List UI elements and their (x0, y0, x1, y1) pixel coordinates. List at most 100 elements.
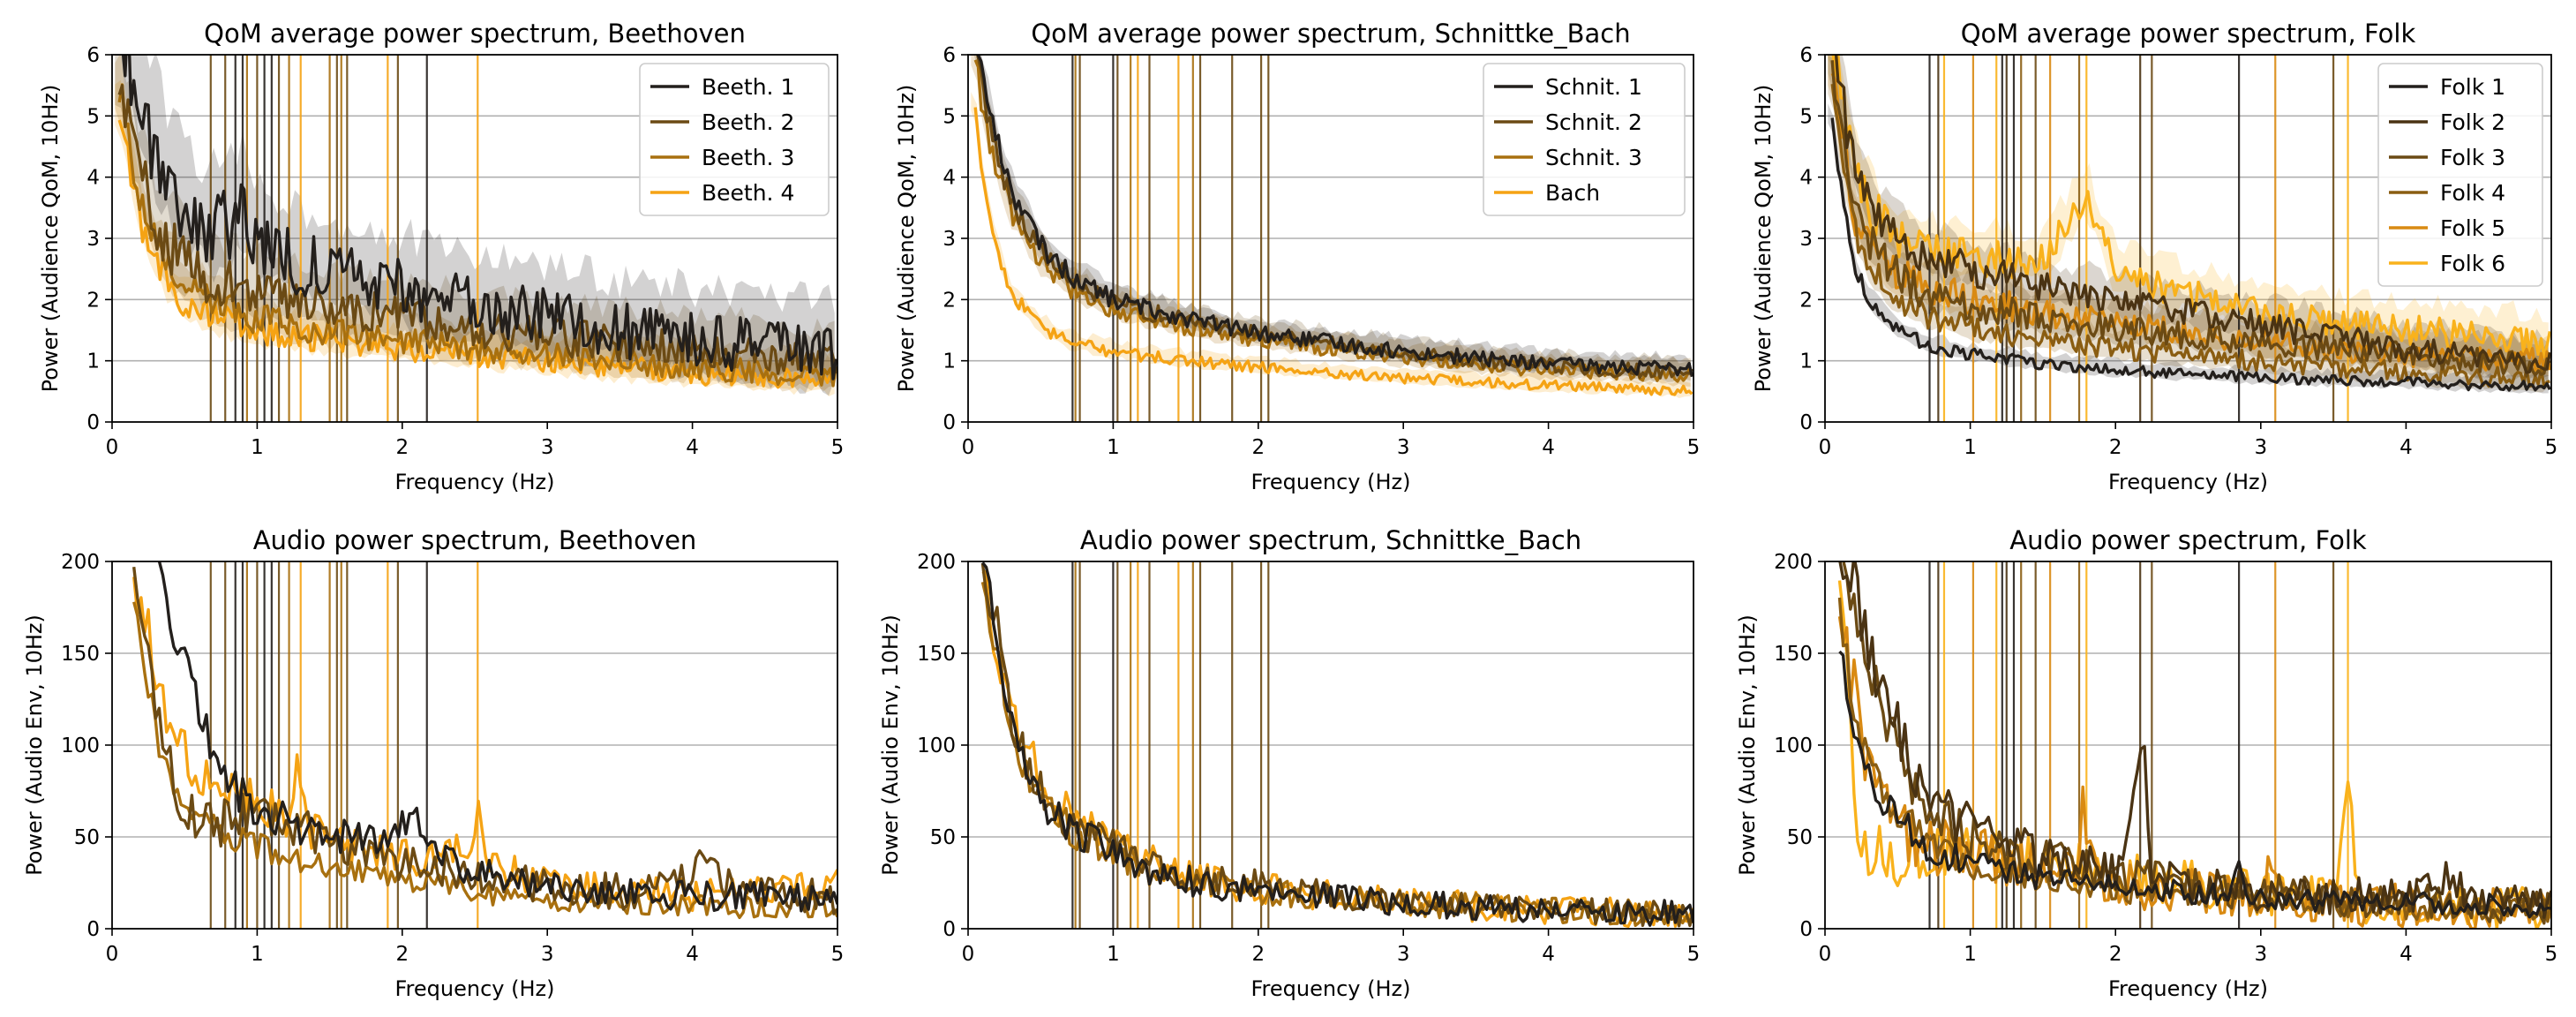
legend: Schnit. 1 Schnit. 2 Schnit. 3 Bach (1483, 63, 1686, 216)
x-tick-label: 1 (251, 436, 264, 459)
legend-label: Beeth. 3 (702, 145, 794, 170)
uncertainty-band (973, 55, 1691, 383)
x-tick-label: 5 (1687, 436, 1701, 459)
x-tick-label: 0 (1819, 943, 1832, 966)
x-tick-label: 0 (962, 436, 975, 459)
legend-label: Folk 5 (2440, 215, 2505, 241)
x-tick-label: 1 (1964, 943, 1977, 966)
y-tick-label: 3 (943, 228, 956, 251)
y-tick-label: 4 (1799, 167, 1813, 190)
chart-title: Audio power spectrum, Beethoven (253, 525, 697, 555)
series-line (1834, 55, 2551, 374)
plot-area (132, 561, 837, 929)
y-tick-label: 100 (917, 734, 956, 757)
x-axis-label: Frequency (Hz) (2108, 470, 2268, 494)
legend-label: Beeth. 1 (702, 74, 794, 100)
x-tick-label: 0 (962, 943, 975, 966)
chart-panel-qom-schnittke: 0 1 2 3 4 5 0 1 2 3 4 5 6 QoM average power spectrum,… (894, 19, 1701, 494)
y-tick-label: 1 (86, 350, 100, 373)
y-tick-label: 100 (61, 734, 100, 757)
y-tick-label: 100 (1774, 734, 1813, 757)
chart-title: QoM average power spectrum, Beethoven (204, 19, 746, 49)
y-tick-label: 5 (943, 105, 956, 128)
series-line (976, 55, 1694, 378)
legend: Beeth. 1 Beeth. 2 Beeth. 3 Beeth. 4 (639, 63, 830, 216)
y-tick-label: 3 (86, 228, 100, 251)
x-tick-label: 2 (395, 943, 409, 966)
series-line (973, 107, 1694, 396)
chart-title: Audio power spectrum, Schnittke_Bach (1080, 525, 1581, 555)
x-tick-label: 1 (1107, 943, 1120, 966)
y-tick-label: 6 (943, 44, 956, 67)
y-axis-label: Power (Audience QoM, 10Hz) (1751, 85, 1776, 393)
x-tick-label: 4 (2400, 436, 2413, 459)
series-line (132, 576, 837, 913)
y-tick-label: 6 (1799, 44, 1813, 67)
x-tick-label: 4 (686, 436, 699, 459)
y-tick-label: 0 (86, 411, 100, 434)
y-axis-label: Power (Audience QoM, 10Hz) (894, 85, 919, 393)
series-line (1838, 650, 2551, 919)
series-line (1830, 83, 2550, 388)
y-tick-label: 150 (1774, 643, 1813, 666)
y-tick-label: 200 (1774, 551, 1813, 574)
y-tick-label: 200 (61, 551, 100, 574)
x-tick-label: 1 (1107, 436, 1120, 459)
x-tick-label: 4 (2400, 943, 2413, 966)
series-line (1830, 60, 2551, 378)
y-tick-label: 2 (943, 289, 956, 312)
series-line (980, 581, 1694, 928)
y-tick-label: 5 (86, 105, 100, 128)
series-line (1830, 117, 2551, 392)
x-tick-label: 2 (1251, 436, 1265, 459)
y-tick-label: 4 (86, 167, 100, 190)
legend-box (639, 63, 830, 216)
y-tick-label: 0 (1799, 918, 1813, 941)
series-line (1838, 561, 2551, 919)
x-tick-label: 1 (1964, 436, 1977, 459)
x-tick-label: 0 (1819, 436, 1832, 459)
y-tick-label: 50 (74, 826, 100, 849)
x-tick-label: 3 (541, 943, 554, 966)
x-tick-label: 5 (2545, 943, 2558, 966)
plot-area (1837, 561, 2551, 929)
legend-label: Beeth. 4 (702, 180, 794, 206)
series-line (117, 83, 837, 388)
x-tick-label: 0 (106, 943, 119, 966)
series-line (981, 561, 1694, 927)
y-tick-label: 0 (86, 918, 100, 941)
y-axis-label: Power (Audience QoM, 10Hz) (38, 85, 63, 393)
legend-label: Schnit. 2 (1545, 109, 1642, 135)
x-tick-label: 2 (1251, 943, 1265, 966)
chart-panel-qom-beethoven: 0 1 2 3 4 5 0 1 2 3 4 5 6 QoM average power spectrum,… (38, 19, 844, 494)
x-tick-label: 4 (1542, 436, 1555, 459)
chart-title: Audio power spectrum, Folk (2009, 525, 2367, 555)
legend-label: Bach (1545, 180, 1600, 206)
y-tick-label: 4 (943, 167, 956, 190)
x-tick-label: 5 (2545, 436, 2558, 459)
series-line (981, 569, 1694, 929)
x-tick-label: 4 (686, 943, 699, 966)
series-line (980, 562, 1694, 928)
legend-label: Beeth. 2 (702, 109, 794, 135)
series-line (117, 84, 837, 375)
x-axis-label: Frequency (Hz) (395, 976, 555, 1001)
y-tick-label: 150 (61, 643, 100, 666)
legend-label: Folk 4 (2440, 180, 2505, 206)
legend-label: Folk 3 (2440, 145, 2505, 170)
y-tick-label: 6 (86, 44, 100, 67)
x-tick-label: 3 (541, 436, 554, 459)
y-tick-label: 1 (943, 350, 956, 373)
legend-box (1483, 63, 1686, 216)
y-axis-label: Power (Audio Env, 10Hz) (878, 614, 903, 876)
x-tick-label: 3 (1397, 943, 1410, 966)
series-line (132, 601, 837, 920)
y-tick-label: 150 (917, 643, 956, 666)
plot-area (115, 55, 837, 422)
y-tick-label: 0 (1799, 411, 1813, 434)
series-line (121, 55, 837, 380)
y-axis-label: Power (Audio Env, 10Hz) (22, 614, 47, 876)
legend-label: Folk 2 (2440, 109, 2505, 135)
